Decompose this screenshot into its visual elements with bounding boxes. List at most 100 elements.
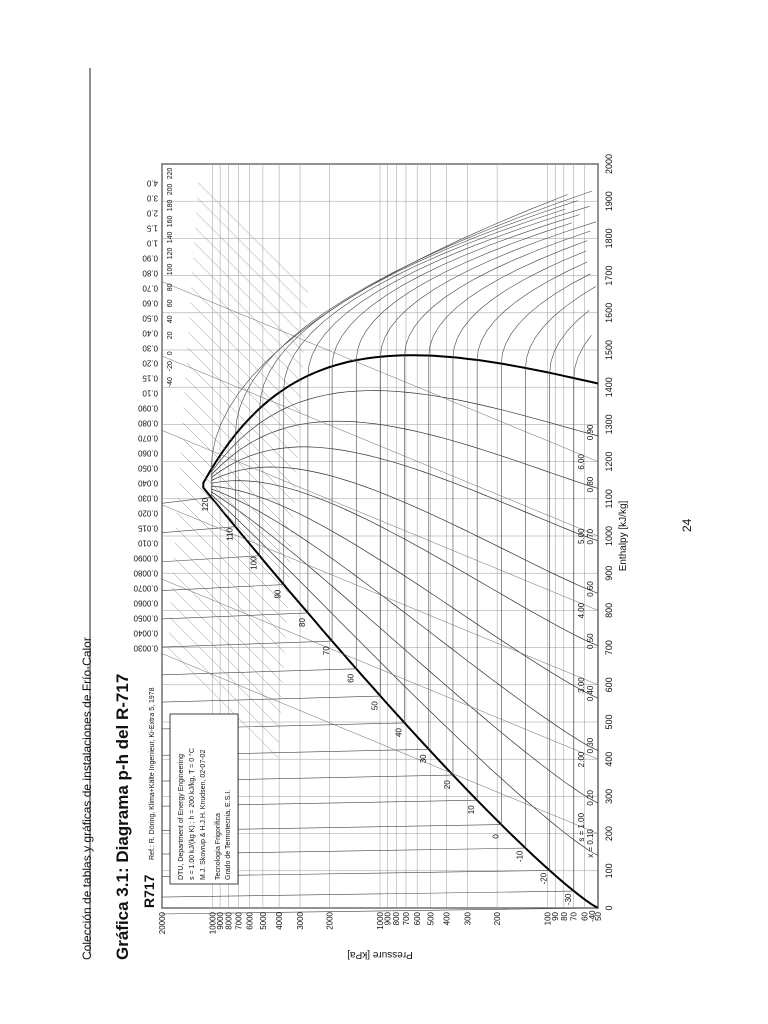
isochore-line <box>187 347 298 458</box>
quality-label: 0.80 <box>586 476 595 492</box>
sat-temp-label: 60 <box>346 673 355 682</box>
x-tick-label: 600 <box>604 677 614 692</box>
isotherm-vapor <box>307 206 590 376</box>
isotherm-label: 160 <box>167 215 174 227</box>
isotherm-liquid <box>161 695 381 703</box>
volume-label: 1.0 <box>146 239 158 248</box>
x-tick-label: 1700 <box>604 266 614 286</box>
x-tick-label: 1600 <box>604 303 614 323</box>
y-tick-label: 80 <box>560 911 569 920</box>
volume-label: 0.40 <box>142 329 158 338</box>
isochore-line <box>176 512 287 623</box>
isochore-line <box>183 407 294 518</box>
y-tick-label: 400 <box>443 911 452 925</box>
y-tick-label: 5000 <box>259 911 268 929</box>
y-tick-label: 700 <box>402 911 411 925</box>
isochore-line <box>179 467 290 578</box>
isotherm-liquid <box>161 496 212 504</box>
volume-label: 3.0 <box>146 194 158 203</box>
x-tick-label: 200 <box>604 826 614 841</box>
volume-label: 0.60 <box>142 299 158 308</box>
axis-ticks: 0100200300400500600700800900100011001200… <box>158 154 614 934</box>
x-tick-label: 700 <box>604 640 614 655</box>
volume-label: 4.0 <box>146 179 158 188</box>
entropy-label: 4.00 <box>577 602 586 618</box>
isochore-line <box>169 617 281 728</box>
volume-label: 0.20 <box>142 359 158 368</box>
y-axis-label: Pressure [kPa] <box>347 949 413 960</box>
volume-label: 1.5 <box>146 224 158 233</box>
isentrope-line <box>161 653 599 834</box>
legend-footer: Grado de Termotecnia, E.S.I. <box>225 790 232 880</box>
isotherm-vapor <box>452 250 587 358</box>
isotherm-vapor <box>549 309 590 373</box>
x-tick-label: 1400 <box>604 377 614 397</box>
sat-temp-label: 100 <box>250 556 259 570</box>
x-tick-label: 1100 <box>604 489 614 508</box>
isotherm-liquid <box>161 668 357 676</box>
refrigerant-name: R717 <box>141 874 157 908</box>
curve-labels: x = 0.10 0.20 0.30 0.40 0.50 0.60 0.70 0.80 0.90… <box>133 167 597 922</box>
isotherm-vapor <box>428 240 588 356</box>
y-tick-label: 800 <box>392 911 401 925</box>
isotherm-vapor <box>404 230 591 356</box>
y-tick-label: 3000 <box>296 911 305 929</box>
quality-label: 0.70 <box>586 528 595 544</box>
isochore-line <box>174 542 285 653</box>
volume-label: 0.040 <box>137 479 158 488</box>
isochore-line <box>172 572 284 683</box>
isentrope-line <box>161 504 599 686</box>
isotherm-liquid <box>161 612 308 620</box>
sat-temp-label: 30 <box>419 754 428 763</box>
isotherm-label: 220 <box>167 167 174 179</box>
quality-label: 0.30 <box>586 737 595 753</box>
y-tick-label: 60 <box>581 911 590 920</box>
legend-line: DTU, Department of Energy Engineering <box>178 754 185 880</box>
isochore-line <box>188 332 299 443</box>
quality-label: x = 0.10 <box>586 829 595 858</box>
x-tick-label: 900 <box>604 566 614 581</box>
isochore-line <box>182 422 293 533</box>
sat-temp-label: 50 <box>370 701 379 710</box>
isotherm-label: 120 <box>167 247 174 259</box>
isotherm-vapor <box>501 273 591 364</box>
x-tick-label: 1500 <box>604 340 614 360</box>
sat-temp-label: -20 <box>540 872 549 884</box>
x-tick-label: 0 <box>604 905 614 910</box>
legend-box: DTU, Department of Energy Engineering s =… <box>169 713 239 885</box>
y-tick-label: 2000 <box>326 911 335 929</box>
isochore-line <box>180 452 291 563</box>
volume-label: 0.010 <box>137 539 158 548</box>
x-tick-label: 1800 <box>604 228 614 248</box>
volume-label: 0.080 <box>137 419 158 428</box>
y-tick-label: 4000 <box>275 911 284 929</box>
isotherm-vapor <box>283 208 566 390</box>
isochore-line <box>185 377 296 488</box>
isochore-line <box>186 362 297 473</box>
volume-label: 0.015 <box>137 524 158 533</box>
y-tick-label: 300 <box>464 911 473 925</box>
saturation-dome <box>202 354 599 909</box>
isotherm-liquid <box>161 640 333 648</box>
isochore-line <box>191 287 302 398</box>
y-tick-label: 900 <box>384 911 393 925</box>
volume-label: 0.090 <box>137 404 158 413</box>
isochore-line <box>189 317 300 428</box>
isochore-line <box>175 527 286 638</box>
isotherm-vapor <box>525 286 597 369</box>
isotherm-vapor <box>235 190 592 435</box>
isotherm-liquid <box>161 526 236 533</box>
x-tick-label: 1000 <box>604 526 614 546</box>
isotherm-vapor <box>210 194 568 470</box>
isochore-line <box>177 497 288 608</box>
x-tick-label: 1200 <box>604 452 614 472</box>
x-tick-label: 300 <box>604 789 614 804</box>
isotherm-label: 80 <box>167 283 174 291</box>
sat-temp-label: 90 <box>274 589 283 598</box>
legend-line: M.J. Skovrup & H.J.H. Knudsen, 02-07-02 <box>200 750 207 880</box>
volume-label: 0.050 <box>137 464 158 473</box>
sat-temp-label: 120 <box>201 497 210 511</box>
y-tick-label: 90 <box>551 911 560 920</box>
isotherm-vapor <box>573 335 592 379</box>
